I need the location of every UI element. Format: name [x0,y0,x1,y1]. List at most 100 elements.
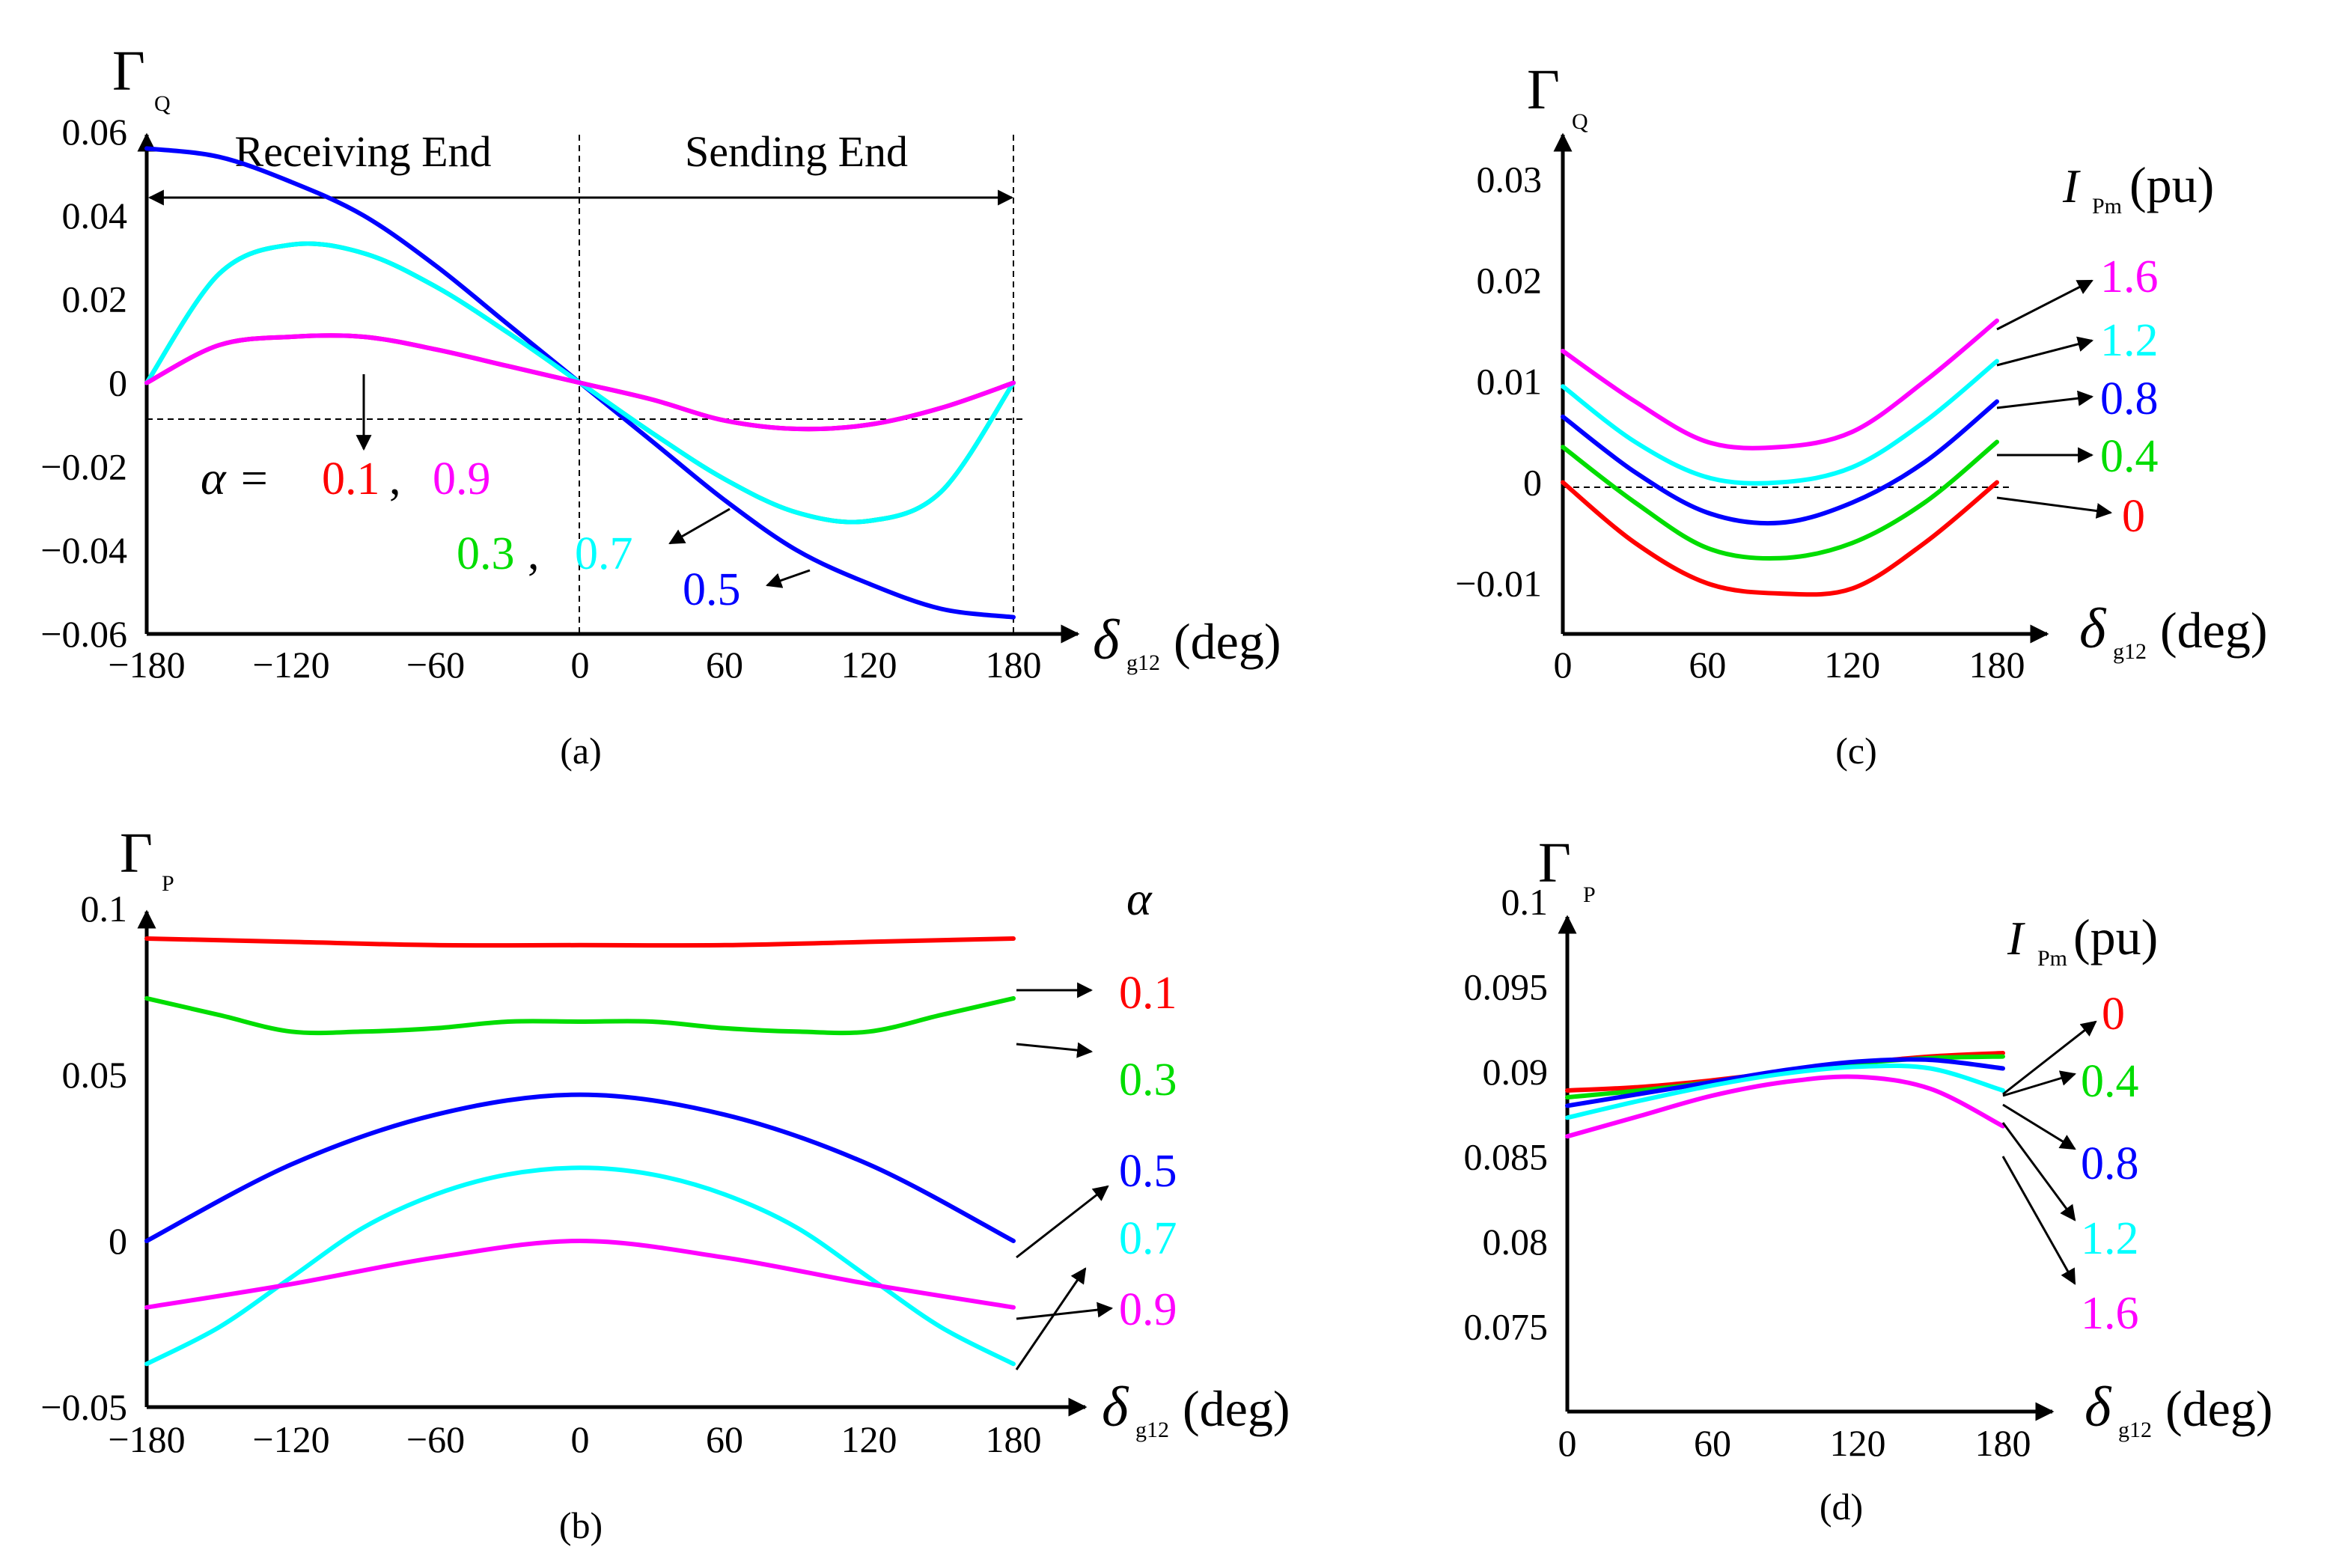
callout-arrow [1016,1185,1109,1259]
caption: (d) [1820,1486,1863,1528]
series-line-0.9 [144,1238,1016,1310]
x-tick-label: 180 [986,644,1042,686]
x-tick-label: 120 [1824,644,1880,686]
y-tick-label: −0.04 [40,529,127,571]
callout-arrow [2001,1122,2076,1221]
y-axis-subscript: P [1583,882,1596,907]
series-line-0.8 [1565,1057,2005,1108]
series-line-0.3 [144,995,1016,1036]
legend-0.7: 0.7 [575,528,633,579]
x-axis-unit: (deg) [1183,1380,1290,1437]
legend-1.6: 1.6 [2081,1288,2139,1339]
legend-0.5: 0.5 [683,564,741,615]
callout-arrow [1996,496,2113,519]
legend-0: 0 [2122,491,2145,542]
x-tick-label: −120 [252,644,329,686]
x-tick-label: 60 [1694,1422,1731,1464]
series-line-0.8 [1561,399,1999,526]
series-line-1.6 [1561,318,1999,451]
series-group [1561,318,1999,597]
callout-arrow [766,569,811,588]
legend-0.4: 0.4 [2081,1056,2139,1107]
panel-a: Receiving End Sending End −180 −120 −60 0 60… [40,40,1281,772]
y-axis-symbol: Γ [1538,832,1571,894]
legend-0.1: 0.1 [1119,968,1177,1019]
x-tick-labels: −180 −120 −60 0 60 120 180 [108,1418,1041,1460]
x-tick-label: 180 [1969,644,2025,686]
y-tick-labels: 0.03 0.02 0.01 0 −0.01 [1455,159,1542,605]
x-tick-label: −60 [406,1418,465,1460]
callout-arrow [1996,279,2093,331]
y-tick-label: 0.075 [1464,1306,1549,1348]
x-tick-label: 0 [571,644,590,686]
caption: (a) [560,730,602,772]
x-tick-label: 120 [841,644,897,686]
x-tick-label: 120 [841,1418,897,1460]
y-tick-label: −0.01 [1455,563,1542,605]
y-tick-label: 0 [1523,462,1542,504]
x-axis-symbol: δ [1102,1376,1129,1439]
x-axis-symbol: δ [2085,1376,2112,1439]
y-tick-label: 0 [109,1220,127,1262]
region-label-receiving: Receiving End [234,127,491,176]
x-tick-label: −60 [406,644,465,686]
callout-arrow [1996,336,2094,367]
x-axis-symbol: δ [1093,608,1120,671]
region-label-sending: Sending End [685,127,908,176]
y-tick-label: 0.095 [1464,966,1549,1008]
callout-arrow [1016,1042,1094,1058]
x-axis-subscript: g12 [1135,1418,1169,1442]
x-tick-label: 60 [1689,644,1726,686]
x-axis-subscript: g12 [2113,639,2147,664]
y-axis-subscript: P [162,871,174,896]
x-tick-label: 120 [1830,1422,1886,1464]
y-axis-symbol: Γ [1527,58,1560,121]
series-line-1.2 [1565,1063,2005,1120]
x-axis-symbol: δ [2079,597,2107,660]
legend-0.1: 0.1 [322,454,380,504]
x-tick-label: −180 [108,1418,185,1460]
callout-arrow [2002,1020,2097,1096]
y-tick-label: 0.08 [1483,1221,1549,1263]
legend-0.5: 0.5 [1119,1146,1177,1197]
callout-arrow [668,507,731,545]
x-axis-unit: (deg) [1174,613,1281,670]
x-tick-label: −180 [108,644,185,686]
legend-title: α [1126,872,1153,925]
y-tick-label: 0.03 [1477,159,1543,201]
legend-title-unit: (pu) [2073,909,2158,965]
legend-0.9: 0.9 [433,454,491,504]
legend-comma-1: , [389,454,401,504]
x-tick-label: 180 [1975,1422,2031,1464]
caption: (b) [559,1504,603,1546]
y-tick-label: 0.02 [62,278,128,320]
legend-0.4: 0.4 [2100,431,2159,482]
legend-0.8: 0.8 [2100,373,2159,424]
series-group [1565,1051,2005,1139]
y-tick-labels: 0.1 0.095 0.09 0.085 0.08 0.075 [1464,881,1549,1348]
y-tick-label: 0.04 [62,195,128,237]
x-tick-label: 60 [706,644,743,686]
callout-arrow [1996,390,2094,409]
y-tick-labels: 0.1 0.05 0 −0.05 [40,888,127,1428]
series-group [144,936,1016,1367]
series-line-1.2 [1561,359,1999,486]
y-tick-label: 0.085 [1464,1136,1549,1178]
x-tick-label: 180 [986,1418,1042,1460]
legend-0.7: 0.7 [1119,1213,1177,1264]
y-tick-label: 0 [109,362,127,404]
legend-0.3: 0.3 [457,528,515,579]
callout-arrow [1015,1267,1087,1370]
y-tick-label: −0.06 [40,613,127,655]
x-axis-subscript: g12 [2118,1418,2152,1442]
legend-0.9: 0.9 [1119,1284,1177,1335]
x-tick-labels: 0 60 120 180 [1554,644,2025,686]
series-line-0 [1561,480,1999,597]
series-group [144,146,1016,620]
x-tick-label: 0 [1558,1422,1577,1464]
legend-1.2: 1.2 [2100,315,2159,366]
legend-title-subscript: Pm [2037,946,2067,971]
caption: (c) [1835,730,1877,772]
x-tick-label: 60 [706,1418,743,1460]
